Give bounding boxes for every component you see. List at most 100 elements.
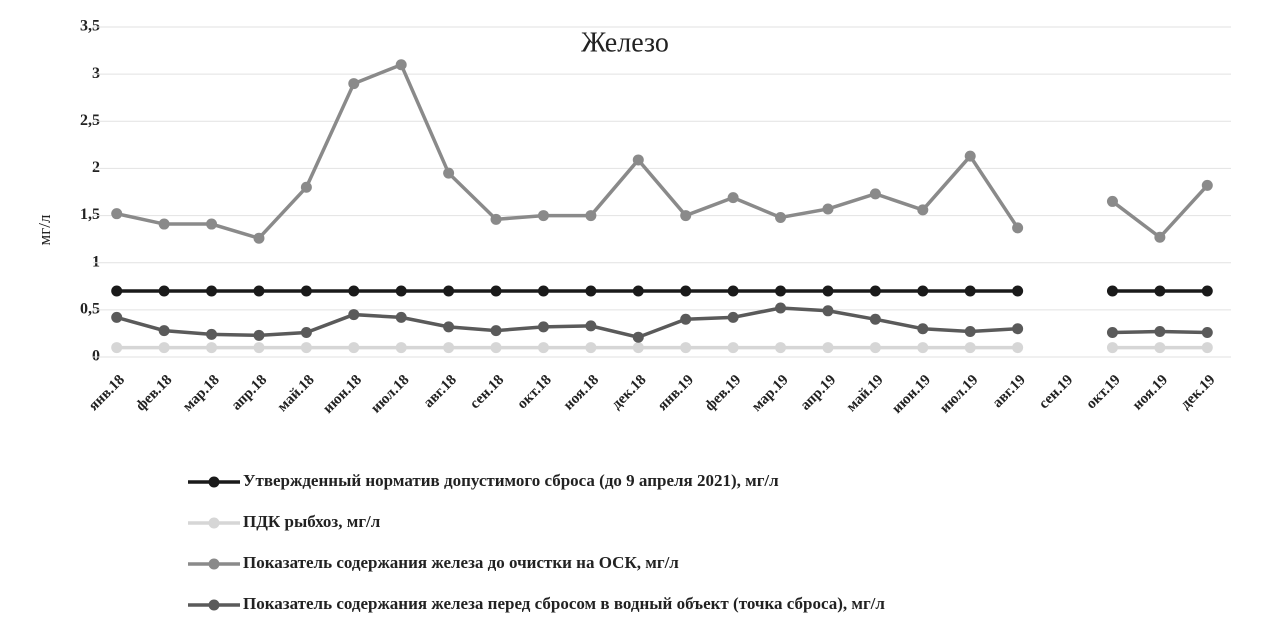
data-point: [917, 323, 929, 335]
data-point: [632, 342, 644, 354]
data-point: [680, 342, 692, 354]
data-point: [1012, 323, 1024, 335]
data-point: [917, 285, 929, 297]
data-point: [917, 204, 929, 216]
data-point: [206, 285, 218, 297]
data-point: [348, 309, 360, 321]
data-point: [1106, 285, 1118, 297]
data-point: [822, 203, 834, 215]
data-point: [822, 305, 834, 317]
legend-marker: [208, 476, 220, 488]
data-point: [300, 181, 312, 193]
data-point: [158, 342, 170, 354]
data-point: [253, 232, 265, 244]
data-point: [775, 211, 787, 223]
y-axis-label: мг/л: [35, 214, 54, 245]
data-point: [727, 285, 739, 297]
data-point: [917, 342, 929, 354]
data-point: [964, 285, 976, 297]
legend-label: Утвержденный норматив допустимого сброса…: [243, 471, 779, 490]
data-point: [632, 285, 644, 297]
data-point: [158, 325, 170, 337]
data-point: [158, 218, 170, 230]
data-point: [348, 342, 360, 354]
data-point: [490, 342, 502, 354]
data-point: [964, 150, 976, 162]
legend-label: ПДК рыбхоз, мг/л: [243, 512, 381, 531]
data-point: [585, 342, 597, 354]
data-point: [206, 328, 218, 340]
data-point: [822, 285, 834, 297]
data-point: [727, 192, 739, 204]
data-point: [1106, 195, 1118, 207]
data-point: [1154, 342, 1166, 354]
data-point: [253, 285, 265, 297]
data-point: [206, 342, 218, 354]
data-point: [775, 285, 787, 297]
data-point: [348, 285, 360, 297]
data-point: [822, 342, 834, 354]
data-point: [537, 321, 549, 333]
data-point: [1012, 285, 1024, 297]
data-point: [632, 154, 644, 166]
y-tick-label: 2: [92, 159, 100, 176]
data-point: [395, 285, 407, 297]
data-point: [395, 342, 407, 354]
data-point: [964, 326, 976, 338]
data-point: [680, 285, 692, 297]
data-point: [869, 188, 881, 200]
data-point: [775, 302, 787, 314]
legend-marker: [208, 599, 220, 611]
y-tick-label: 3,5: [80, 18, 100, 35]
data-point: [869, 285, 881, 297]
data-point: [1201, 285, 1213, 297]
data-point: [111, 342, 123, 354]
legend-label: Показатель содержания железа до очистки …: [243, 553, 679, 572]
data-point: [537, 285, 549, 297]
data-point: [490, 285, 502, 297]
data-point: [680, 210, 692, 222]
y-tick-label: 3: [92, 65, 100, 82]
data-point: [537, 342, 549, 354]
data-point: [300, 342, 312, 354]
data-point: [443, 167, 455, 179]
data-point: [1012, 222, 1024, 234]
data-point: [964, 342, 976, 354]
data-point: [632, 331, 644, 343]
data-point: [1012, 342, 1024, 354]
data-point: [348, 78, 360, 90]
data-point: [727, 342, 739, 354]
data-point: [1154, 326, 1166, 338]
legend-label: Показатель содержания железа перед сброс…: [243, 594, 885, 613]
y-tick-label: 1: [92, 253, 100, 270]
data-point: [775, 342, 787, 354]
data-point: [1201, 342, 1213, 354]
data-point: [869, 313, 881, 325]
legend-marker: [208, 558, 220, 570]
data-point: [680, 313, 692, 325]
data-point: [253, 329, 265, 341]
data-point: [1201, 326, 1213, 338]
data-point: [111, 311, 123, 323]
y-tick-label: 1,5: [80, 206, 100, 223]
data-point: [443, 285, 455, 297]
data-point: [1106, 342, 1118, 354]
data-point: [585, 320, 597, 332]
data-point: [395, 311, 407, 323]
data-point: [1154, 231, 1166, 243]
data-point: [727, 311, 739, 323]
y-tick-label: 0: [92, 348, 100, 365]
y-tick-label: 2,5: [80, 112, 100, 129]
data-point: [1154, 285, 1166, 297]
data-point: [443, 342, 455, 354]
data-point: [253, 342, 265, 354]
data-point: [869, 342, 881, 354]
y-tick-label: 0,5: [80, 301, 100, 318]
series-line: [116, 306, 1018, 340]
data-point: [537, 210, 549, 222]
data-point: [490, 325, 502, 337]
data-point: [158, 285, 170, 297]
data-point: [1106, 326, 1118, 338]
data-point: [111, 208, 123, 220]
